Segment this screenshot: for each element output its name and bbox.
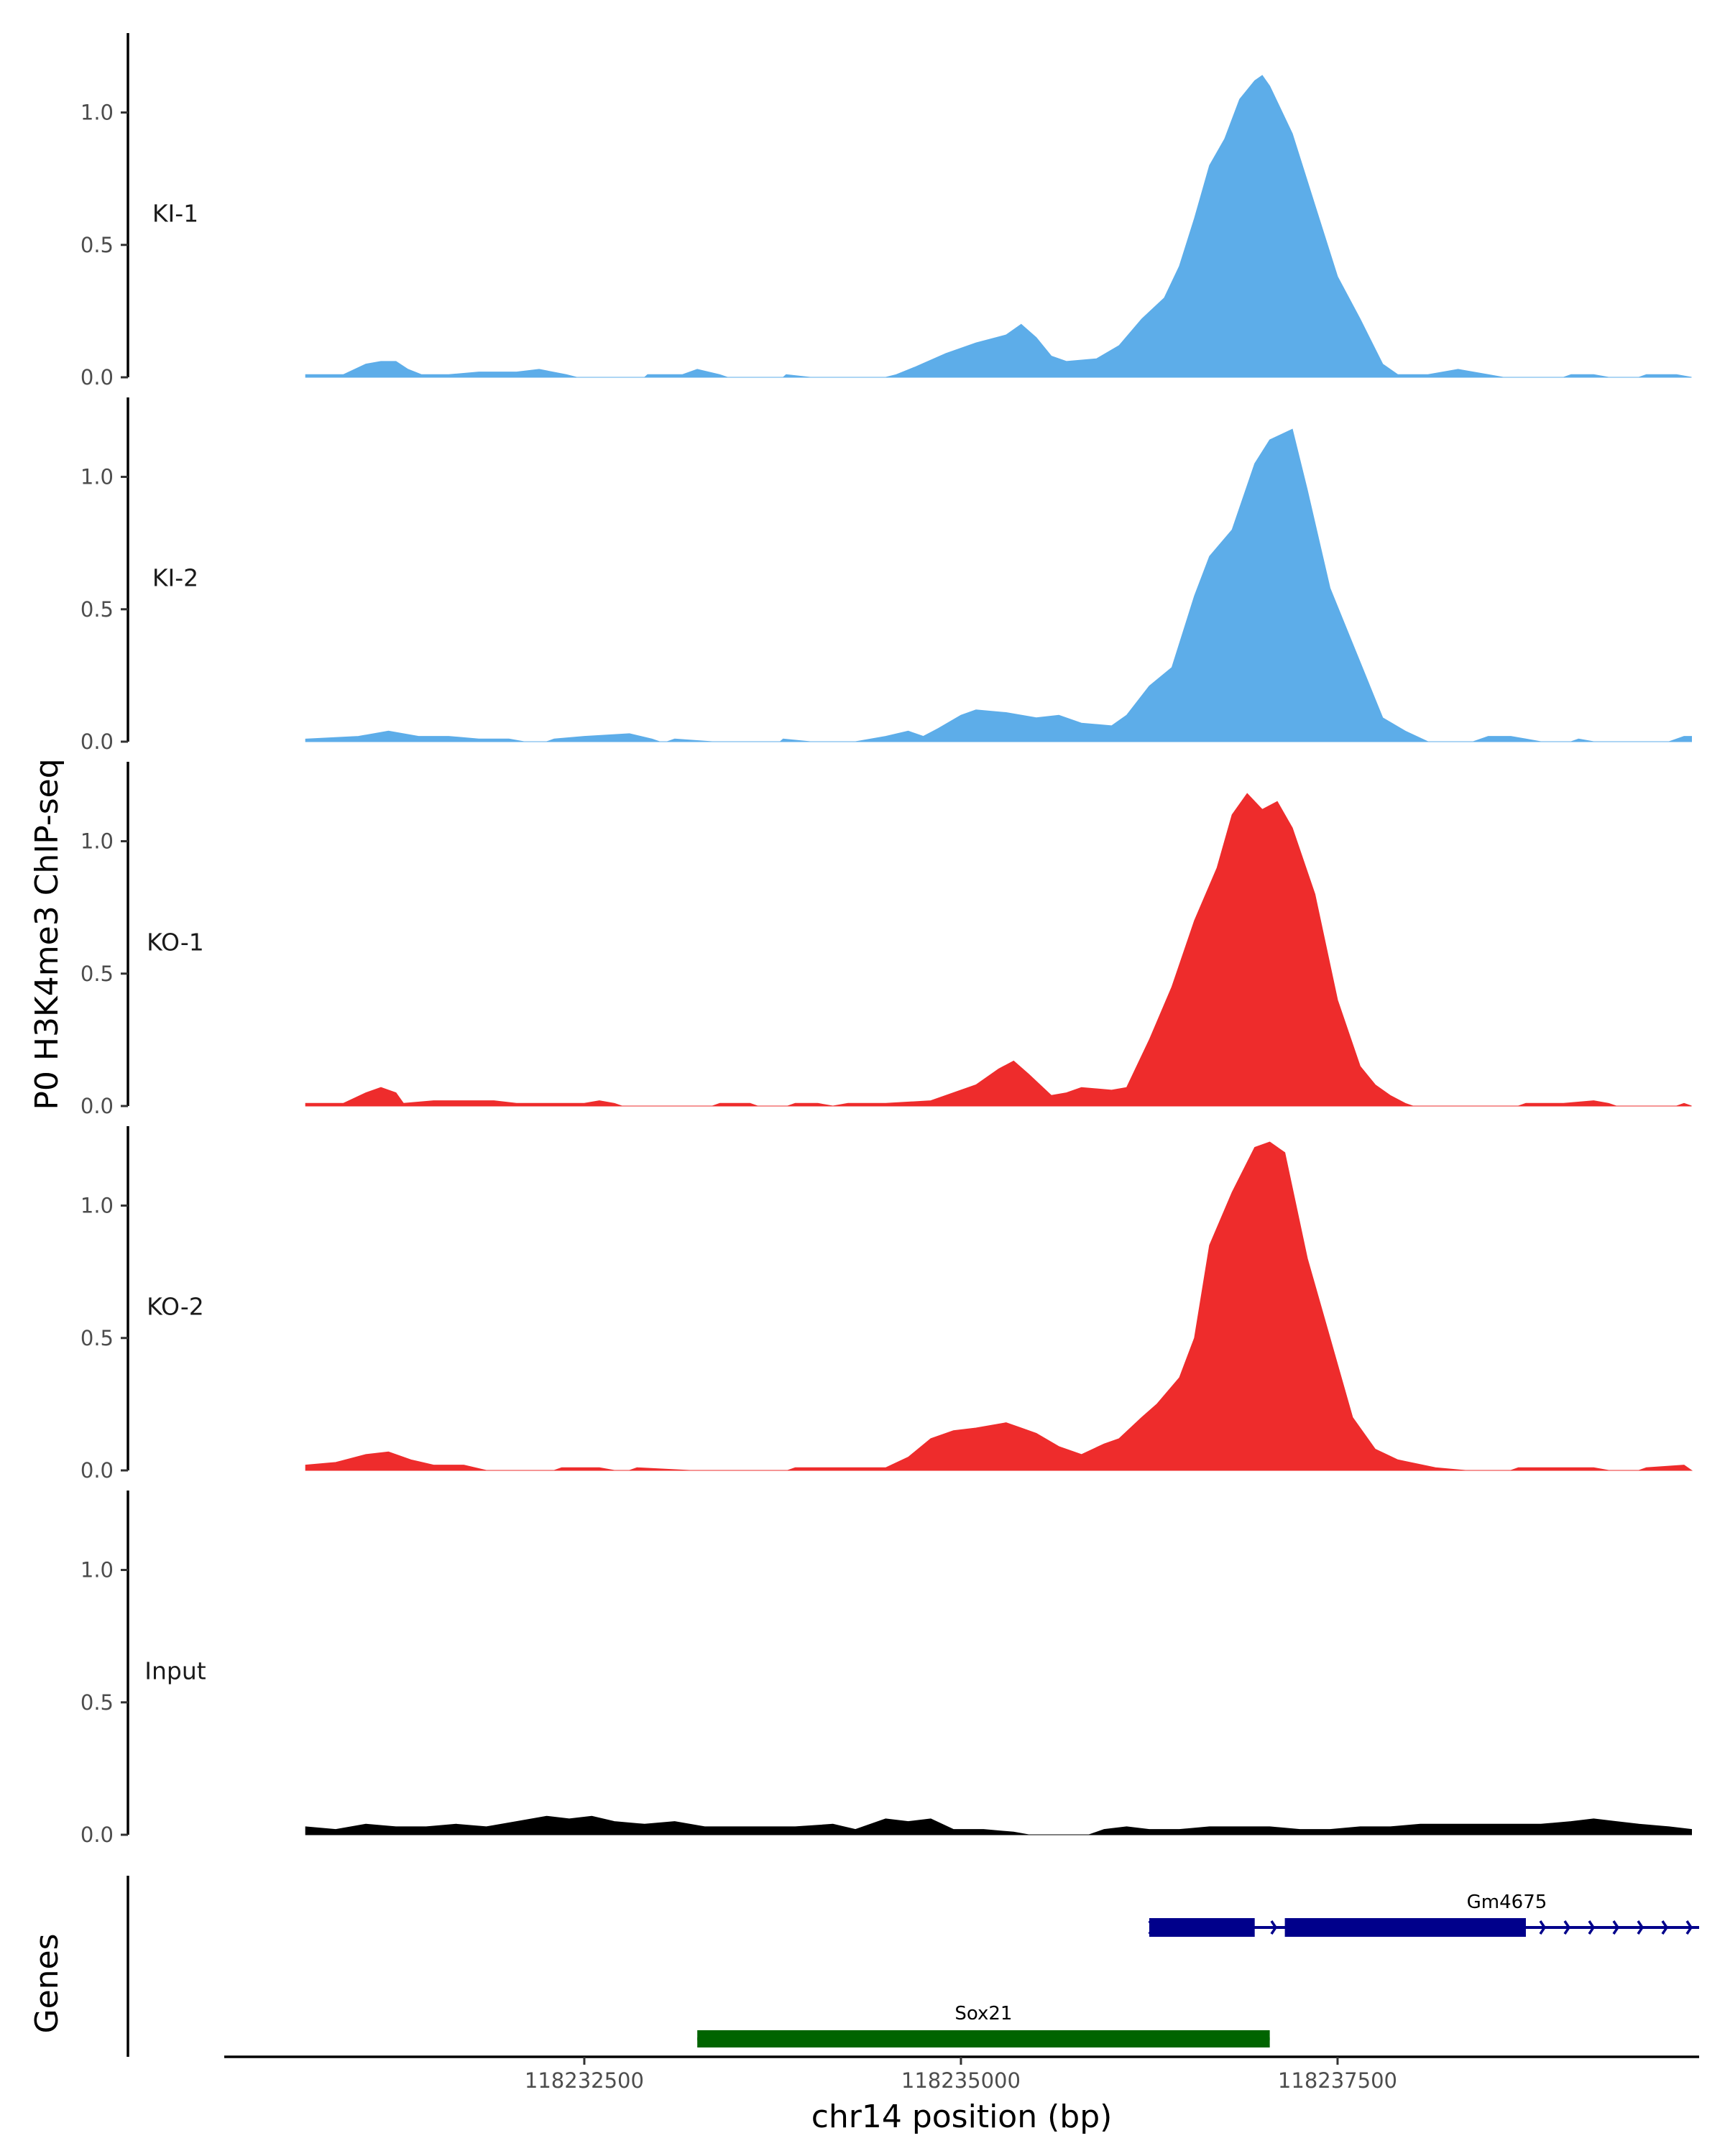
x-tick-label: 118232500 bbox=[525, 2068, 644, 2093]
track-ko-2: 0.0 0.5 1.0 KO-2 bbox=[80, 1126, 1693, 1483]
signal-area-input bbox=[305, 1815, 1692, 1835]
gene-exon bbox=[697, 2030, 1270, 2047]
track-ki-2: 0.0 0.5 1.0 KI-2 bbox=[80, 397, 1692, 754]
y-tick-label: 0.5 bbox=[80, 233, 114, 257]
y-tick-label: 0.5 bbox=[80, 962, 114, 986]
gene-exon bbox=[1284, 1918, 1526, 1937]
genes-panel: Gm4675 Sox21 bbox=[126, 1876, 1699, 2057]
track-label-ko-2: KO-2 bbox=[147, 1293, 204, 1321]
strand-arrow-icon bbox=[1637, 1920, 1644, 1935]
strand-arrow-icon bbox=[1270, 1920, 1278, 1935]
track-label-ki-1: KI-1 bbox=[152, 200, 198, 228]
signal-tracks: 0.00.51.0KI-10.00.51.0KI-20.00.51.0KO-10… bbox=[80, 33, 1693, 1847]
y-tick-label: 0.0 bbox=[80, 1094, 114, 1118]
genes-axis-title: Genes bbox=[29, 1933, 65, 2033]
strand-arrow-icon bbox=[1563, 1920, 1571, 1935]
y-tick-label: 1.0 bbox=[80, 101, 114, 125]
gene-label-sox21: Sox21 bbox=[954, 2003, 1012, 2024]
gene-exon bbox=[1149, 1918, 1255, 1937]
y-tick-label: 1.0 bbox=[80, 829, 114, 854]
y-axis-title: P0 H3K4me3 ChIP-seq bbox=[29, 758, 65, 1110]
track-label-ko-1: KO-1 bbox=[147, 929, 204, 957]
strand-arrow-icon bbox=[1661, 1920, 1669, 1935]
gene-sox21: Sox21 bbox=[697, 2003, 1270, 2047]
y-tick-label: 1.0 bbox=[80, 1558, 114, 1583]
y-tick-label: 0.0 bbox=[80, 1458, 114, 1483]
strand-arrow-icon bbox=[1588, 1920, 1596, 1935]
x-tick-label: 118235000 bbox=[901, 2068, 1021, 2093]
signal-area-ki-2 bbox=[305, 428, 1692, 742]
track-label-input: Input bbox=[144, 1657, 206, 1685]
gene-gm4675: Gm4675 bbox=[1148, 1892, 1699, 1937]
signal-area-ko-2 bbox=[305, 1141, 1693, 1471]
y-tick-label: 1.0 bbox=[80, 465, 114, 489]
strand-arrow-icon bbox=[1685, 1920, 1693, 1935]
y-tick-label: 0.5 bbox=[80, 1326, 114, 1350]
strand-arrow-icon bbox=[1612, 1920, 1620, 1935]
y-tick-label: 0.0 bbox=[80, 729, 114, 754]
track-input: 0.0 0.5 1.0 Input bbox=[80, 1491, 1692, 1847]
gene-label-gm4675: Gm4675 bbox=[1467, 1892, 1547, 1913]
x-axis: 118232500 118235000 118237500 bbox=[224, 2055, 1699, 2093]
track-ki-1: 0.0 0.5 1.0 KI-1 bbox=[80, 33, 1692, 390]
signal-area-ko-1 bbox=[305, 793, 1692, 1107]
y-tick-label: 0.5 bbox=[80, 597, 114, 622]
y-tick-label: 0.0 bbox=[80, 1823, 114, 1847]
track-ko-1: 0.0 0.5 1.0 KO-1 bbox=[80, 762, 1692, 1118]
signal-area-ki-1 bbox=[305, 75, 1692, 378]
x-tick-label: 118237500 bbox=[1278, 2068, 1397, 2093]
y-tick-label: 1.0 bbox=[80, 1194, 114, 1218]
track-label-ki-2: KI-2 bbox=[152, 564, 198, 592]
strand-arrow-icon bbox=[1539, 1920, 1547, 1935]
y-tick-label: 0.0 bbox=[80, 365, 114, 390]
y-tick-label: 0.5 bbox=[80, 1690, 114, 1715]
x-axis-title: chr14 position (bp) bbox=[811, 2099, 1113, 2135]
